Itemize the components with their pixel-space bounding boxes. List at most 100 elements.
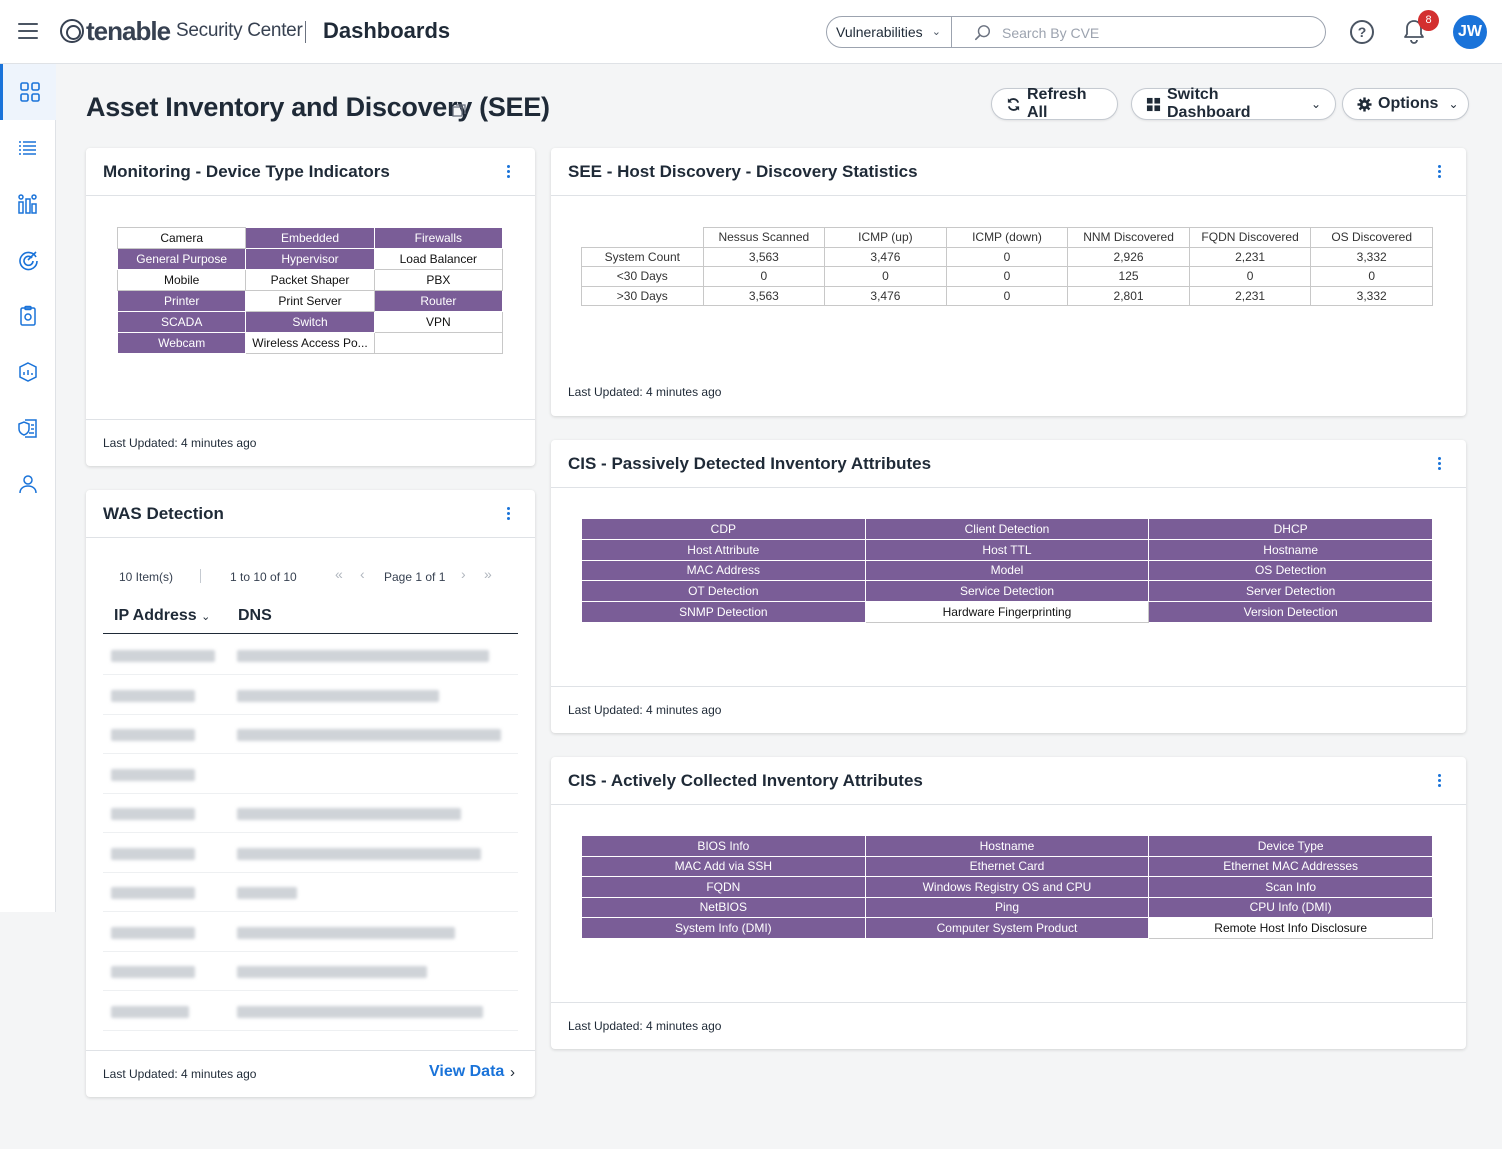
matrix-cell[interactable]: Host Attribute xyxy=(581,538,866,561)
stats-cell[interactable]: 2,926 xyxy=(1067,246,1190,267)
stats-cell[interactable]: 3,476 xyxy=(824,246,947,267)
matrix-cell[interactable]: MAC Address xyxy=(581,559,866,582)
matrix-cell[interactable]: Remote Host Info Disclosure xyxy=(1148,917,1433,939)
dns-column-header[interactable]: DNS xyxy=(238,607,272,624)
matrix-cell[interactable]: Version Detection xyxy=(1148,601,1433,623)
card-menu-icon[interactable] xyxy=(1436,774,1442,788)
matrix-cell[interactable]: Ethernet MAC Addresses xyxy=(1148,855,1433,877)
sidebar-item-reports[interactable] xyxy=(0,288,56,344)
matrix-cell[interactable]: Host TTL xyxy=(864,538,1150,561)
table-row[interactable] xyxy=(103,992,518,1031)
matrix-cell[interactable]: Ping xyxy=(864,896,1150,918)
stats-cell[interactable]: 0 xyxy=(1310,266,1433,287)
matrix-cell[interactable]: Service Detection xyxy=(864,580,1150,603)
matrix-cell[interactable]: OS Detection xyxy=(1148,559,1433,582)
stats-cell[interactable]: 3,563 xyxy=(702,285,826,306)
matrix-cell[interactable]: Camera xyxy=(116,227,247,249)
matrix-cell[interactable]: SNMP Detection xyxy=(581,601,866,623)
matrix-cell[interactable]: Windows Registry OS and CPU xyxy=(864,876,1150,898)
refresh-all-button[interactable]: Refresh All xyxy=(991,86,1118,121)
table-row[interactable] xyxy=(103,636,518,675)
sidebar-item-dashboards[interactable] xyxy=(0,64,56,120)
card-menu-icon[interactable] xyxy=(505,507,511,521)
matrix-cell[interactable]: Print Server xyxy=(245,290,375,312)
matrix-cell[interactable]: Server Detection xyxy=(1148,580,1433,603)
matrix-cell[interactable]: Hostname xyxy=(1148,538,1433,561)
stats-cell[interactable]: 125 xyxy=(1067,266,1190,287)
cve-search-input[interactable] xyxy=(1002,23,1302,43)
stats-cell[interactable]: 2,801 xyxy=(1067,285,1190,306)
chevron-right-icon[interactable]: › xyxy=(510,1064,515,1081)
matrix-cell[interactable]: Device Type xyxy=(1148,835,1433,857)
stats-cell[interactable]: 0 xyxy=(945,266,1069,287)
matrix-cell[interactable]: Computer System Product xyxy=(864,917,1150,939)
matrix-cell[interactable]: Embedded xyxy=(245,227,375,249)
matrix-cell[interactable]: OT Detection xyxy=(581,580,866,603)
stats-cell[interactable]: 0 xyxy=(945,285,1069,306)
matrix-cell[interactable]: Scan Info xyxy=(1148,876,1433,898)
first-page-icon[interactable]: « xyxy=(335,566,343,582)
sidebar-item-users[interactable] xyxy=(0,456,56,512)
sidebar-item-policies[interactable] xyxy=(0,400,56,456)
matrix-cell[interactable]: CPU Info (DMI) xyxy=(1148,896,1433,918)
stats-cell[interactable]: 0 xyxy=(1188,266,1312,287)
sidebar-item-assets[interactable] xyxy=(0,344,56,400)
copy-icon[interactable] xyxy=(452,104,466,118)
matrix-cell[interactable]: Hostname xyxy=(864,835,1150,857)
sidebar-item-list[interactable] xyxy=(0,120,56,176)
stats-cell[interactable]: 3,332 xyxy=(1310,246,1433,267)
matrix-cell[interactable]: CDP xyxy=(581,518,866,540)
matrix-cell[interactable]: Hardware Fingerprinting xyxy=(864,601,1150,623)
table-row[interactable] xyxy=(103,873,518,912)
table-row[interactable] xyxy=(103,952,518,991)
matrix-cell[interactable]: Webcam xyxy=(116,332,247,354)
table-row[interactable] xyxy=(103,755,518,794)
stats-cell[interactable]: 0 xyxy=(945,246,1069,267)
matrix-cell[interactable]: Printer xyxy=(116,290,247,312)
matrix-cell[interactable]: SCADA xyxy=(116,311,247,333)
matrix-cell[interactable]: Packet Shaper xyxy=(245,269,375,291)
switch-dashboard-button[interactable]: Switch Dashboard ⌄ xyxy=(1131,86,1336,121)
table-row[interactable] xyxy=(103,913,518,952)
help-icon[interactable]: ? xyxy=(1350,20,1374,44)
matrix-cell[interactable]: Ethernet Card xyxy=(864,855,1150,877)
prev-page-icon[interactable]: ‹ xyxy=(360,566,365,582)
table-row[interactable] xyxy=(103,715,518,754)
options-button[interactable]: Options ⌄ xyxy=(1342,88,1469,120)
ip-address-column-header[interactable]: IP Address ⌄ xyxy=(114,607,210,625)
table-row[interactable] xyxy=(103,834,518,873)
sidebar-item-scans[interactable] xyxy=(0,232,56,288)
matrix-cell[interactable]: Client Detection xyxy=(864,518,1150,540)
matrix-cell[interactable]: Firewalls xyxy=(373,227,504,249)
search-type-select[interactable]: Vulnerabilities ⌄ xyxy=(826,16,952,48)
view-data-link[interactable]: View Data xyxy=(429,1063,505,1080)
sidebar-item-analysis[interactable] xyxy=(0,176,56,232)
matrix-cell[interactable]: Wireless Access Po... xyxy=(245,332,375,354)
matrix-cell[interactable]: MAC Add via SSH xyxy=(581,855,866,877)
matrix-cell[interactable]: Router xyxy=(373,290,504,312)
matrix-cell[interactable]: General Purpose xyxy=(116,248,247,270)
stats-cell[interactable]: 3,563 xyxy=(702,246,826,267)
matrix-cell[interactable]: PBX xyxy=(373,269,504,291)
matrix-cell[interactable]: Load Balancer xyxy=(373,248,504,270)
user-avatar[interactable]: JW xyxy=(1453,15,1487,49)
matrix-cell[interactable]: Model xyxy=(864,559,1150,582)
matrix-cell[interactable]: DHCP xyxy=(1148,518,1433,540)
stats-cell[interactable]: 3,476 xyxy=(824,285,947,306)
cve-search-box[interactable] xyxy=(951,16,1326,48)
hamburger-menu-icon[interactable] xyxy=(18,23,38,39)
stats-cell[interactable]: 2,231 xyxy=(1188,285,1312,306)
matrix-cell[interactable]: NetBIOS xyxy=(581,896,866,918)
card-menu-icon[interactable] xyxy=(505,165,511,179)
next-page-icon[interactable]: › xyxy=(461,566,466,582)
card-menu-icon[interactable] xyxy=(1436,165,1442,179)
matrix-cell[interactable]: FQDN xyxy=(581,876,866,898)
tenable-logo[interactable]: tenable Security Center xyxy=(60,14,303,48)
matrix-cell[interactable]: Hypervisor xyxy=(245,248,375,270)
matrix-cell[interactable]: BIOS Info xyxy=(581,835,866,857)
stats-cell[interactable]: 2,231 xyxy=(1188,246,1312,267)
card-menu-icon[interactable] xyxy=(1436,457,1442,471)
matrix-cell[interactable]: System Info (DMI) xyxy=(581,917,866,939)
matrix-cell[interactable]: VPN xyxy=(373,311,504,333)
matrix-cell[interactable] xyxy=(373,332,504,354)
